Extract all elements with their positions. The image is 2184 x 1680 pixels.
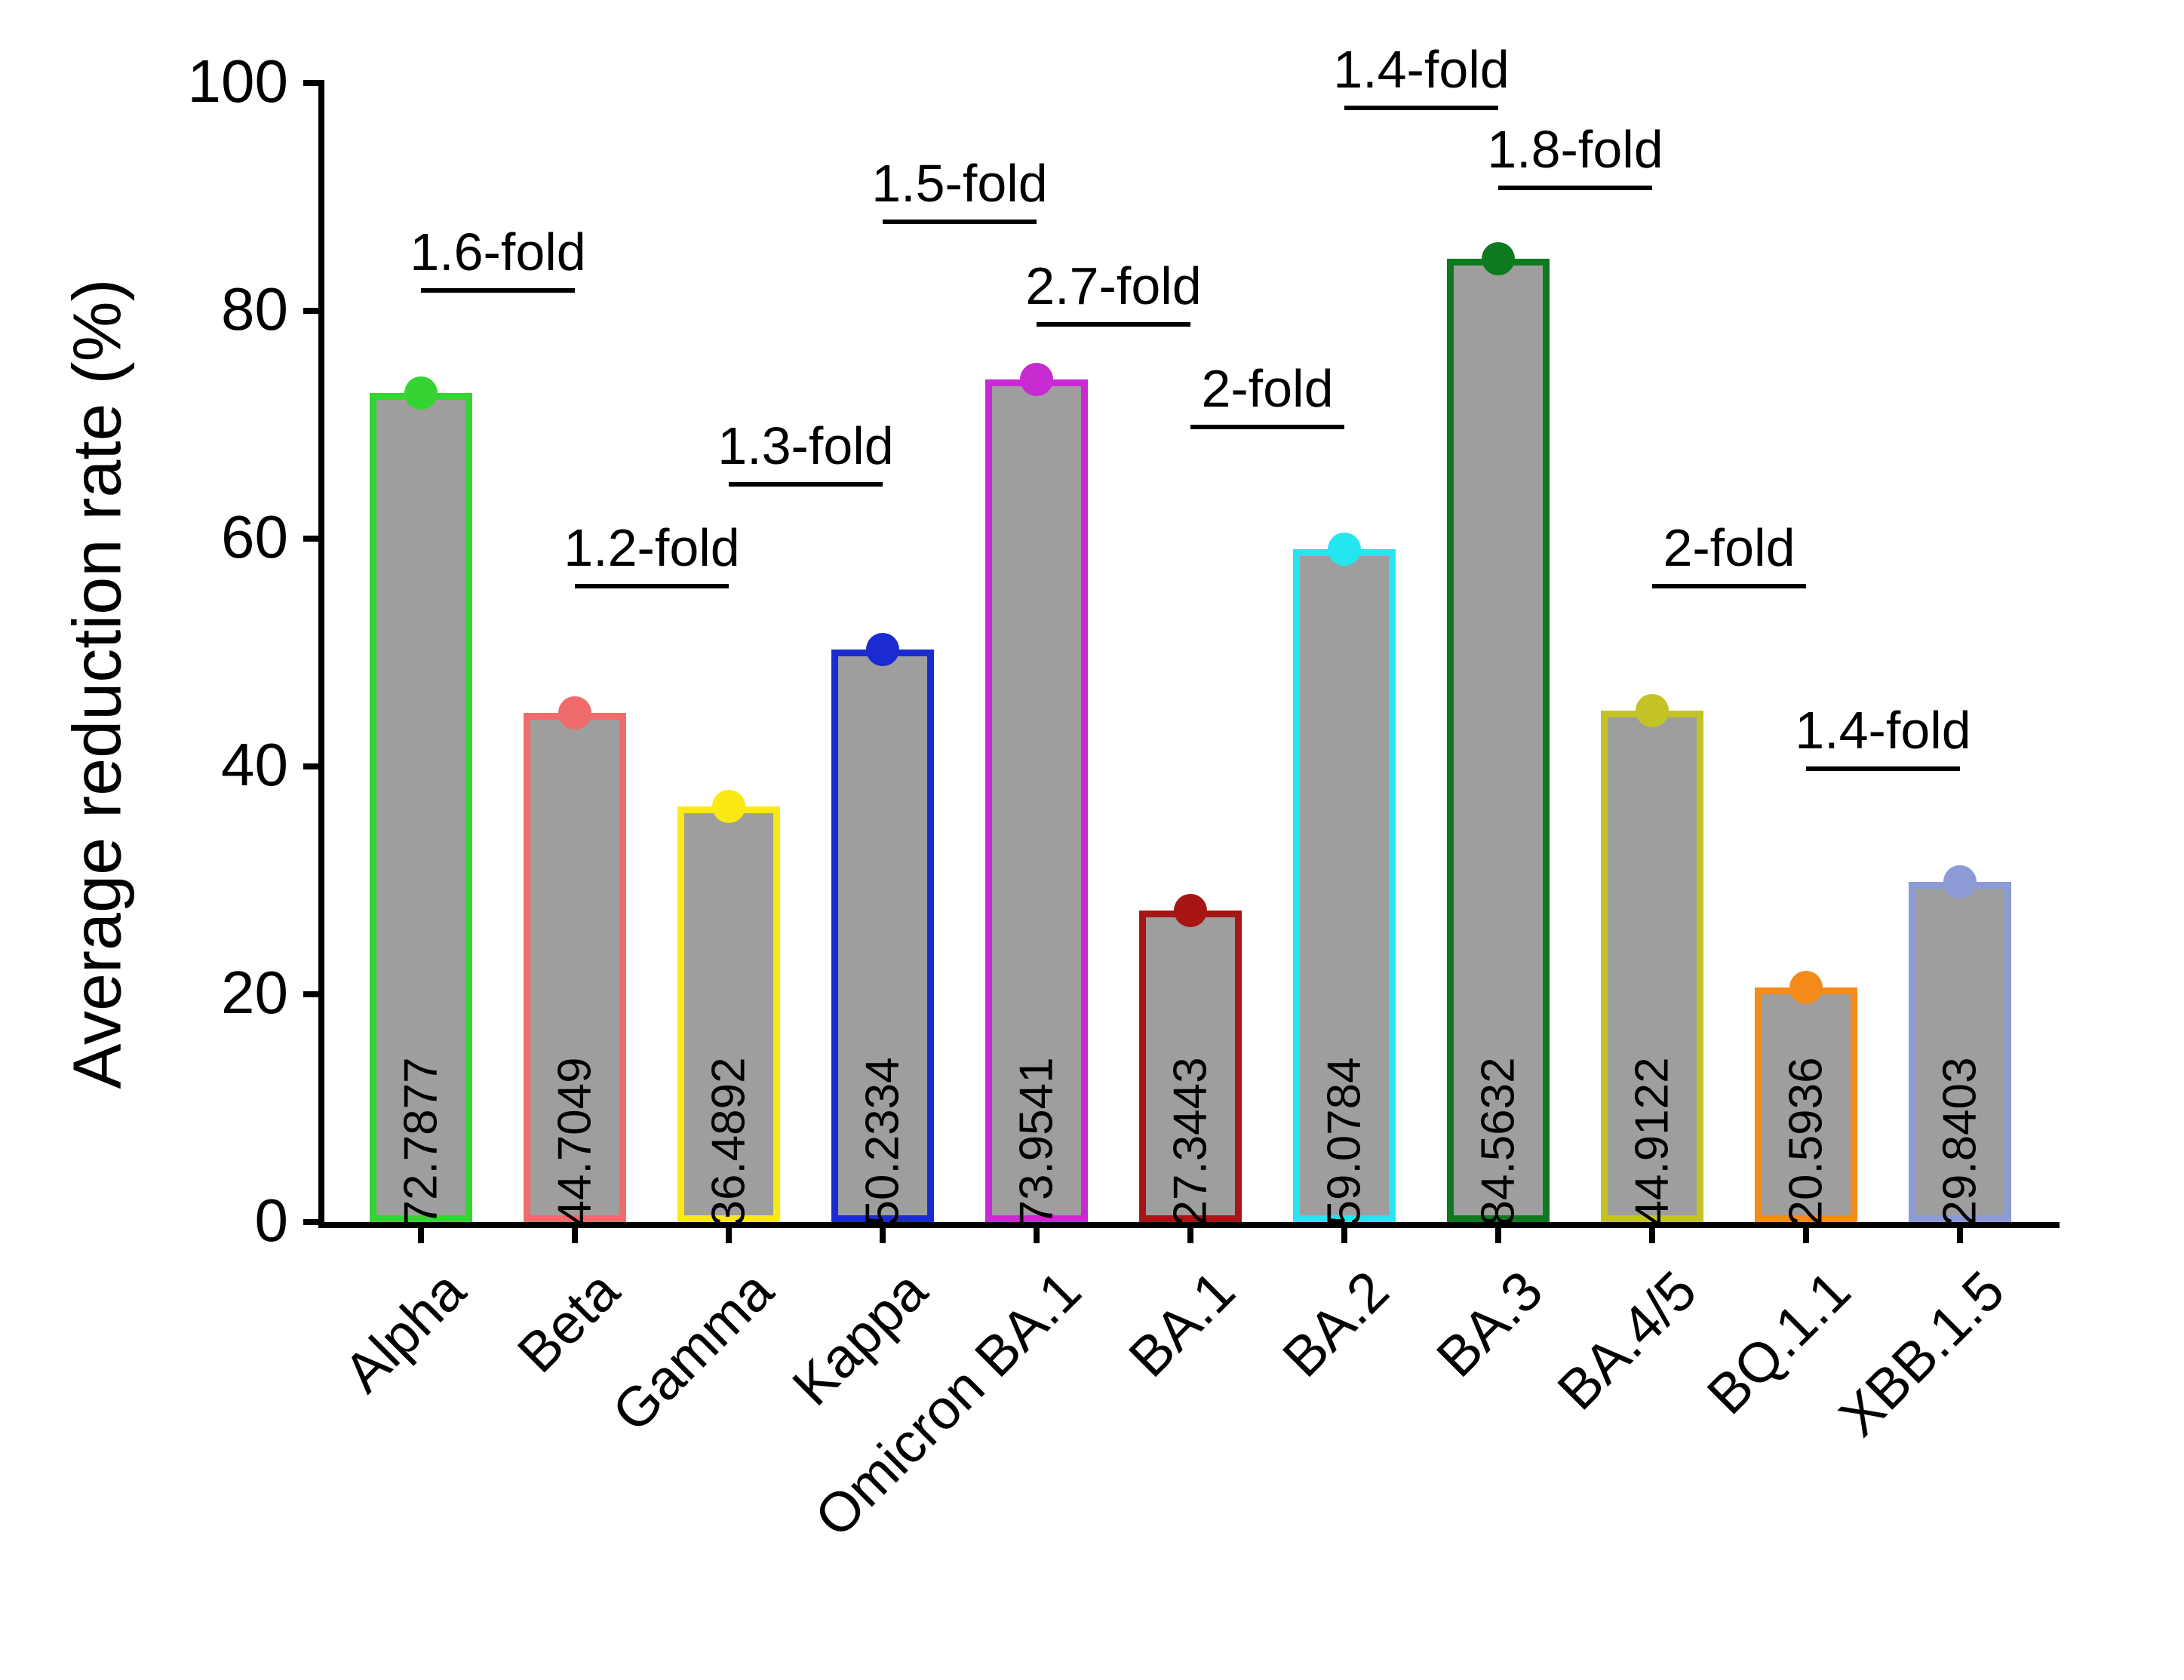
fold-bracket (1190, 425, 1344, 429)
bar-marker (1328, 533, 1361, 566)
fold-label: 1.8-fold (1424, 119, 1726, 180)
fold-bracket (421, 288, 575, 293)
bar-marker (404, 376, 438, 410)
fold-bracket (729, 482, 883, 487)
x-tick (572, 1222, 578, 1243)
y-tick (303, 991, 324, 997)
bar-value-label: 27.3443 (1164, 925, 1218, 1227)
x-tick (1803, 1222, 1809, 1243)
fold-bracket (1037, 322, 1190, 327)
bar-marker (1020, 363, 1053, 396)
fold-label: 1.5-fold (809, 153, 1110, 213)
y-tick-label: 80 (175, 275, 288, 344)
x-tick (1034, 1222, 1040, 1243)
y-tick-label: 100 (175, 47, 288, 116)
fold-label: 2.7-fold (963, 256, 1264, 316)
y-tick-label: 60 (175, 502, 288, 572)
x-tick (1341, 1222, 1347, 1243)
fold-label: 1.4-fold (1270, 39, 1572, 100)
bar-value-label: 50.2334 (856, 925, 910, 1227)
fold-bracket (1344, 106, 1498, 110)
x-tick (1187, 1222, 1193, 1243)
x-tick (1649, 1222, 1655, 1243)
fold-label: 2-fold (1578, 518, 1880, 578)
bar-marker (1482, 242, 1515, 275)
bar-chart: Average reduction rate (%) 020406080100 … (0, 0, 2184, 1680)
bar-value-label: 20.5936 (1780, 925, 1833, 1227)
bar-marker (1174, 894, 1207, 927)
bar-value-label: 36.4892 (702, 925, 756, 1227)
x-tick (880, 1222, 886, 1243)
bar-marker (558, 696, 591, 729)
fold-label: 2-fold (1117, 358, 1418, 419)
x-tick (418, 1222, 424, 1243)
y-tick-label: 40 (175, 730, 288, 800)
y-tick (303, 1219, 324, 1225)
bar-marker (712, 790, 745, 823)
y-tick (303, 536, 324, 542)
fold-label: 1.2-fold (501, 518, 803, 578)
bar-value-label: 72.7877 (395, 925, 448, 1227)
y-tick (303, 80, 324, 86)
x-tick (1495, 1222, 1501, 1243)
bar-value-label: 59.0784 (1318, 925, 1372, 1227)
bar-value-label: 84.5632 (1472, 925, 1525, 1227)
fold-label: 1.4-fold (1732, 700, 2034, 760)
x-tick (1957, 1222, 1963, 1243)
bar-value-label: 29.8403 (1934, 925, 1987, 1227)
bar-value-label: 73.9541 (1010, 925, 1064, 1227)
y-tick-label: 20 (175, 958, 288, 1027)
x-tick (726, 1222, 732, 1243)
bar-marker (1636, 694, 1669, 727)
bar-value-label: 44.7049 (548, 925, 602, 1227)
fold-bracket (575, 584, 729, 588)
y-tick (303, 763, 324, 769)
fold-bracket (1498, 186, 1652, 190)
fold-bracket (883, 220, 1037, 224)
y-tick-label: 0 (175, 1186, 288, 1255)
fold-bracket (1652, 584, 1806, 588)
y-axis-title: Average reduction rate (%) (60, 194, 137, 1175)
y-axis-line (318, 83, 324, 1222)
fold-bracket (1806, 766, 1960, 771)
fold-label: 1.6-fold (347, 222, 649, 282)
y-tick (303, 308, 324, 314)
fold-label: 1.3-fold (655, 416, 957, 476)
bar-value-label: 44.9122 (1626, 925, 1679, 1227)
